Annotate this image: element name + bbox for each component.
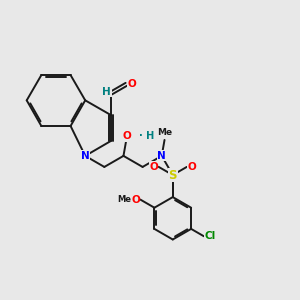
- Text: Me: Me: [158, 128, 173, 137]
- Text: N: N: [81, 151, 90, 161]
- Text: N: N: [157, 151, 166, 161]
- Text: H: H: [102, 87, 111, 97]
- Text: · H: · H: [139, 131, 154, 141]
- Text: O: O: [122, 131, 131, 141]
- Text: O: O: [188, 162, 197, 172]
- Text: S: S: [169, 169, 177, 182]
- Text: Cl: Cl: [205, 231, 216, 241]
- Text: O: O: [149, 162, 158, 172]
- Text: O: O: [127, 79, 136, 89]
- Text: O: O: [131, 195, 140, 205]
- Text: Me: Me: [117, 195, 131, 204]
